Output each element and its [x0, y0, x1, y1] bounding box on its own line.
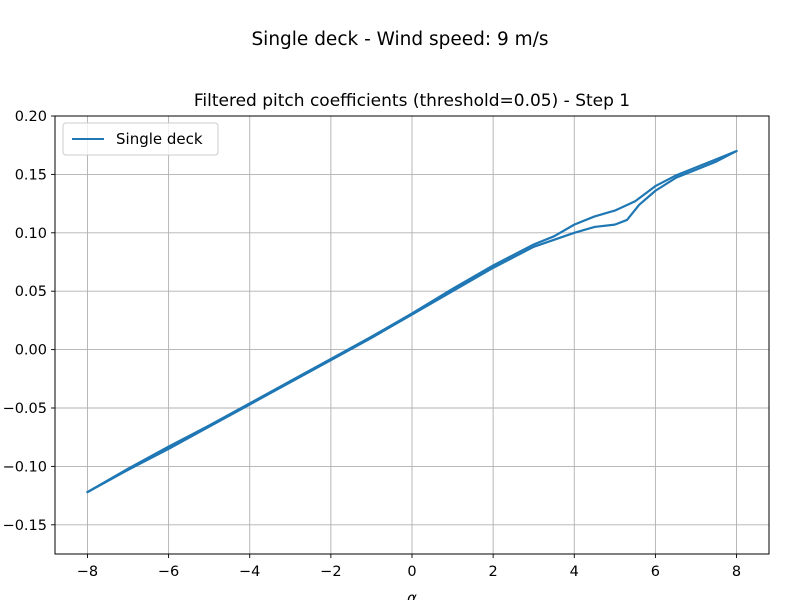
y-tick-label: −0.10	[3, 459, 47, 475]
x-tick-label: 8	[732, 564, 741, 580]
y-tick-label: 0.05	[15, 284, 47, 300]
legend-box	[62, 122, 219, 156]
x-tick-label: 0	[407, 564, 416, 580]
x-axis-label: α	[407, 589, 417, 600]
figure-suptitle: Single deck - Wind speed: 9 m/s	[251, 29, 548, 50]
legend-label: Single deck	[116, 130, 203, 148]
x-tick-label: 4	[570, 564, 579, 580]
y-tick-label: 0.10	[15, 226, 47, 242]
y-tick-label: −0.15	[3, 518, 47, 534]
legend: Single deck	[62, 122, 219, 156]
x-tick-label: −6	[158, 564, 179, 580]
x-tick-label: 2	[489, 564, 498, 580]
x-tick-label: −2	[320, 564, 341, 580]
x-tick-label: 6	[651, 564, 660, 580]
chart-title: Filtered pitch coefficients (threshold=0…	[194, 91, 630, 111]
x-tick-label: −8	[77, 564, 98, 580]
y-tick-label: 0.00	[15, 343, 47, 359]
y-tick-label: −0.05	[3, 401, 47, 417]
x-axis-ticks: −8 −6 −4 −2 0 2 4 6 8	[77, 554, 741, 580]
series-line-decreasing	[86, 149, 738, 494]
x-tick-label: −4	[239, 564, 260, 580]
y-tick-label: 0.20	[15, 109, 47, 125]
plot-lines	[86, 149, 738, 494]
y-axis-ticks: −0.15 −0.10 −0.05 0.00 0.05 0.10 0.15 0.20	[3, 109, 55, 534]
y-tick-label: 0.15	[15, 167, 47, 183]
